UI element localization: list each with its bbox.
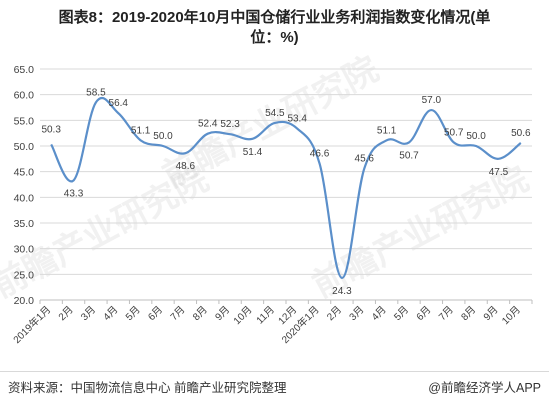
data-label: 45.6 [355,154,375,165]
y-tick-label: 35.0 [14,218,35,230]
x-tick-label: 10月 [231,304,254,327]
x-tick-label: 6月 [414,304,433,323]
data-point [407,140,411,144]
data-point [318,161,322,165]
data-label: 24.3 [332,286,352,297]
x-tick-label: 11月 [254,304,277,327]
data-label: 58.5 [86,87,106,98]
x-tick-label: 10月 [500,304,523,327]
data-point [49,142,53,146]
x-tick-label: 8月 [459,304,478,323]
y-tick-label: 65.0 [14,64,35,76]
data-label: 43.3 [64,188,84,199]
data-point [206,132,210,136]
source-note: 资料来源：中国物流信息中心 前瞻产业研究院整理 [8,381,287,395]
data-point [72,178,76,182]
data-label: 47.5 [489,167,509,178]
x-tick-label: 3月 [79,304,98,323]
y-tick-label: 25.0 [14,269,35,281]
x-tick-label: 8月 [190,304,209,323]
y-tick-label: 55.0 [14,115,35,127]
chart-title: 图表8：2019-2020年10月中国仓储行业业务利润指数变化情况(单 位：%) [0,8,549,48]
x-tick-label: 2月 [325,304,344,323]
y-tick-label: 50.0 [14,141,35,153]
data-label: 57.0 [422,95,442,106]
data-label: 51.1 [131,125,151,136]
data-label: 52.3 [220,119,240,130]
data-label: 50.0 [466,131,486,142]
data-point [429,108,433,112]
x-tick-label: 7月 [168,304,187,323]
y-tick-label: 30.0 [14,244,35,256]
data-point [474,144,478,148]
line-chart: 20.0 25.0 30.0 35.0 40.0 45.0 50.0 55.0 60.0 65.0… [10,64,533,346]
y-tick-label: 45.0 [14,167,35,179]
x-tick-label: 2019年1月 [10,303,53,346]
x-tick-label: 3月 [347,304,366,323]
data-point [116,111,120,115]
data-label: 50.7 [399,150,419,161]
x-tick-label: 7月 [436,304,455,323]
data-label: 51.4 [243,147,263,158]
data-label: 52.4 [198,119,218,130]
data-point [295,127,299,131]
y-tick-label: 40.0 [14,192,35,204]
data-point [183,151,187,155]
y-tick-label: 60.0 [14,90,35,102]
data-label: 50.7 [444,127,464,138]
data-point [452,140,456,144]
data-label: 48.6 [176,161,196,172]
data-label: 54.5 [265,108,285,119]
data-point [340,276,344,280]
data-point [139,138,143,142]
data-label: 53.4 [287,114,307,125]
x-tick-label: 6月 [146,304,165,323]
data-point [519,141,523,145]
data-label: 50.0 [153,131,173,142]
data-label: 51.1 [377,125,397,136]
data-point [228,132,232,136]
x-tick-label: 2月 [56,304,75,323]
x-tick-label: 4月 [101,304,120,323]
data-label: 50.3 [41,124,61,135]
data-point [496,157,500,161]
data-point [94,100,98,104]
data-label: 56.4 [109,98,129,109]
series-line [50,96,522,280]
data-point [161,144,165,148]
x-tick-label: 4月 [369,304,388,323]
footer-divider [0,371,549,372]
data-label: 50.6 [511,128,531,139]
chart-title-line2: 位：%) [250,29,299,46]
data-point [385,138,389,142]
x-tick-label: 9月 [481,304,500,323]
x-tick-label: 5月 [392,304,411,323]
data-point [273,121,277,125]
data-point [250,137,254,141]
y-tick-label: 20.0 [14,295,35,307]
data-point [362,167,366,171]
x-tick-label: 9月 [213,304,232,323]
x-tick-label: 5月 [123,304,142,323]
brand-label: @前瞻经济学人APP [428,381,541,395]
data-label: 46.6 [310,148,330,159]
chart-title-line1: 图表8：2019-2020年10月中国仓储行业业务利润指数变化情况(单 [58,9,491,26]
